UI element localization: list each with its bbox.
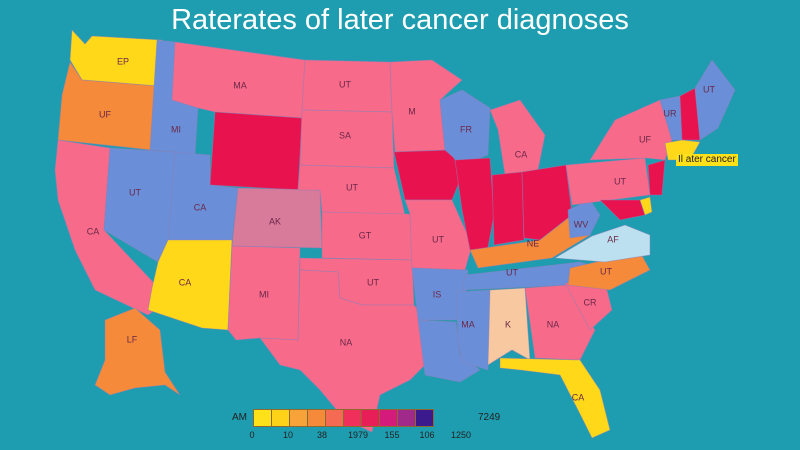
state-az[interactable] <box>147 239 233 331</box>
legend-swatch <box>361 409 380 427</box>
state-al[interactable] <box>487 287 531 366</box>
legend-end-label: 7249 <box>478 412 501 423</box>
legend-tick-label: 38 <box>316 430 328 440</box>
legend-swatch <box>415 409 434 427</box>
legend-swatch <box>271 409 290 427</box>
map-title: Raterates of later cancer diagnoses <box>171 4 629 36</box>
state-label-or: UF <box>99 109 111 119</box>
legend-color-bar <box>253 409 434 427</box>
state-label-va: AF <box>607 234 619 244</box>
legend-swatch <box>253 409 272 427</box>
legend-tick-label: 1250 <box>450 430 472 440</box>
state-label-ut: CA <box>194 202 207 212</box>
state-label-nv: UT <box>129 187 141 197</box>
legend-swatch <box>325 409 344 427</box>
state-label-pa: UT <box>614 176 626 186</box>
legend-tick-label: 155 <box>384 430 400 440</box>
state-label-id: MI <box>171 124 181 134</box>
state-label-ks: GT <box>359 230 372 240</box>
legend-start-label: AM <box>232 412 247 423</box>
state-label-nc: UT <box>600 266 612 276</box>
state-ny[interactable] <box>589 99 673 161</box>
state-wi[interactable] <box>439 89 491 166</box>
state-ms[interactable] <box>455 289 491 371</box>
state-fl[interactable] <box>499 357 611 439</box>
state-label-nd: UT <box>339 79 351 89</box>
state-label-ok: UT <box>367 277 379 287</box>
callout-label: Il ater cancer <box>676 154 738 166</box>
legend-swatch <box>379 409 398 427</box>
state-label-fl: CA <box>572 392 585 402</box>
state-label-ne: UT <box>346 182 358 192</box>
legend-ticks: 0 10 38 1979 155 106 1250 <box>230 430 510 442</box>
state-label-mt: MA <box>233 80 247 90</box>
state-in[interactable] <box>491 171 525 246</box>
state-label-mn: M <box>408 106 416 116</box>
legend: AM 7249 0 10 38 1979 155 106 1250 <box>230 408 510 450</box>
state-label-sc: CR <box>584 297 597 307</box>
state-ak[interactable] <box>94 307 181 396</box>
state-pa[interactable] <box>565 157 651 206</box>
legend-tick-label: 0 <box>249 430 255 440</box>
legend-swatch <box>397 409 416 427</box>
state-label-ms: MA <box>461 319 475 329</box>
state-label-al: K <box>505 319 511 329</box>
state-label-ca: CA <box>87 226 100 236</box>
legend-tick-label: 106 <box>419 430 435 440</box>
state-label-ny: UF <box>639 134 651 144</box>
state-label-co: AK <box>269 216 281 226</box>
state-md[interactable] <box>599 199 646 221</box>
state-label-mi: CA <box>515 149 528 159</box>
state-label-wi: FR <box>460 124 472 134</box>
state-label-vt: UR <box>664 108 677 118</box>
state-wy[interactable] <box>209 111 303 191</box>
state-la[interactable] <box>417 319 481 383</box>
state-mi[interactable] <box>489 99 546 176</box>
state-label-tx: NA <box>340 337 353 347</box>
legend-swatch <box>307 409 326 427</box>
legend-swatch <box>343 409 362 427</box>
state-label-ky: NE <box>527 238 540 248</box>
state-label-wv: WV <box>574 219 589 229</box>
state-label-ar: IS <box>433 289 442 299</box>
state-label-tn: UT <box>506 267 518 277</box>
state-va[interactable] <box>553 224 651 263</box>
legend-tick-label: 10 <box>282 430 294 440</box>
state-nj[interactable] <box>647 159 666 196</box>
legend-tick-label: 1979 <box>347 430 369 440</box>
state-label-ak: LF <box>127 334 138 344</box>
state-me[interactable] <box>694 59 736 141</box>
state-de[interactable] <box>639 196 653 216</box>
state-label-wa: EP <box>117 56 129 66</box>
state-label-me: UT <box>703 84 715 94</box>
state-label-mo: UT <box>432 234 444 244</box>
state-label-az: CA <box>179 277 192 287</box>
legend-swatch <box>289 409 308 427</box>
state-label-ga: NA <box>547 319 560 329</box>
state-ia[interactable] <box>393 149 463 201</box>
state-label-sd: SA <box>339 130 351 140</box>
state-label-nm: MI <box>259 289 269 299</box>
